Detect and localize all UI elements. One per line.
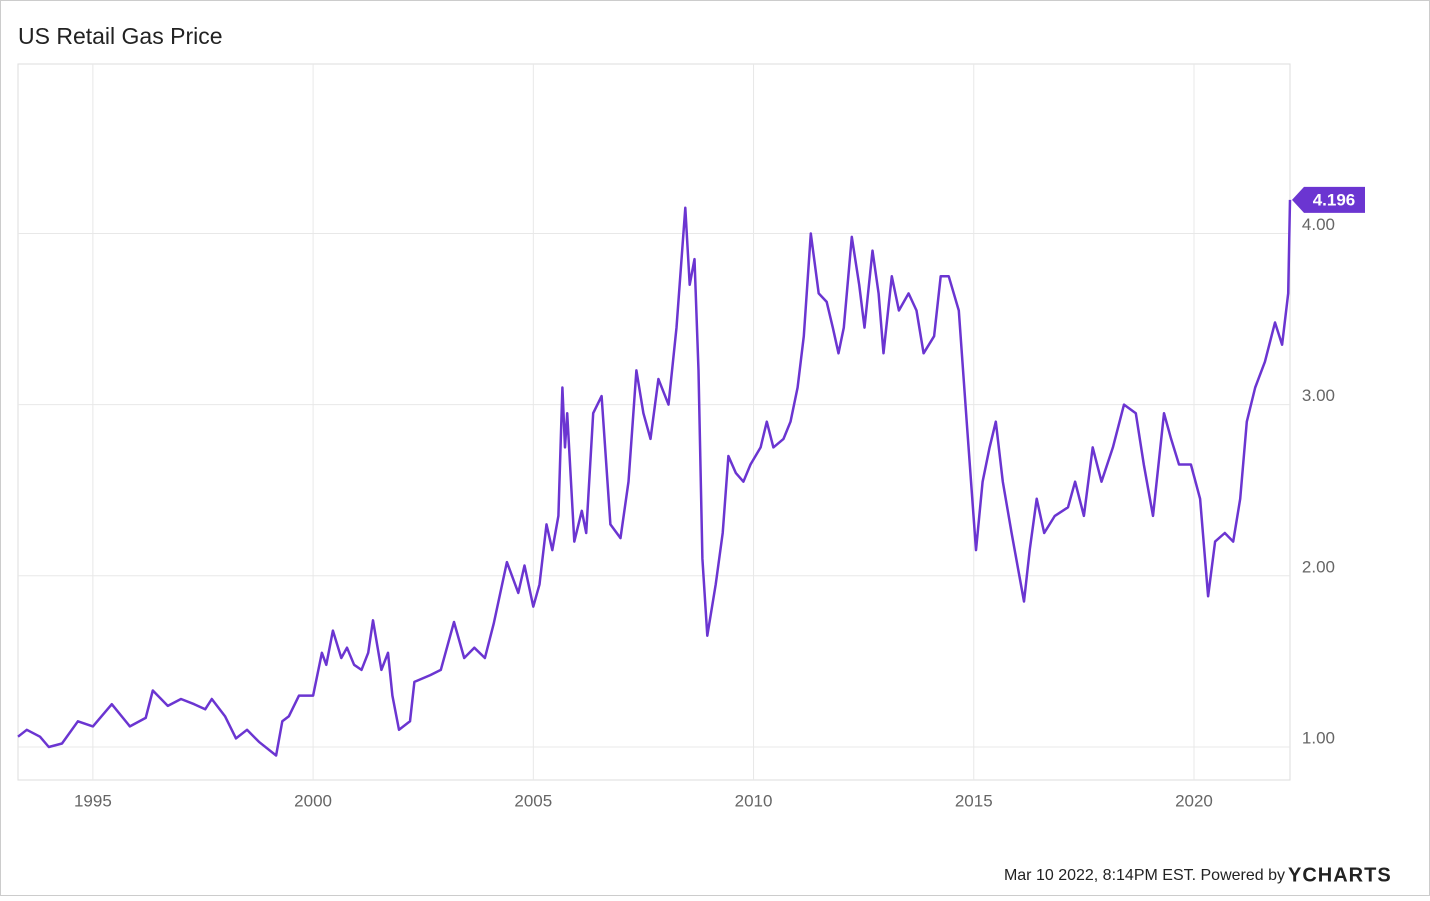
x-tick-label: 2020 [1175,791,1213,810]
x-tick-label: 2010 [735,791,773,810]
x-tick-label: 2015 [955,791,993,810]
y-tick-label: 1.00 [1302,728,1335,747]
last-value-label: 4.196 [1313,190,1356,209]
chart-title: US Retail Gas Price [18,23,223,49]
y-tick-label: 2.00 [1302,557,1335,576]
footer: Mar 10 2022, 8:14PM EST. Powered by [1004,867,1285,884]
x-tick-label: 1995 [74,791,112,810]
y-tick-label: 3.00 [1302,386,1335,405]
brand: YCHARTS [1288,864,1392,886]
x-tick-label: 2005 [514,791,552,810]
plot-area [17,63,1291,781]
price-line [17,199,1292,757]
y-tick-label: 4.00 [1302,215,1335,234]
last-value-badge [1292,186,1365,213]
x-tick-label: 2000 [294,791,332,810]
